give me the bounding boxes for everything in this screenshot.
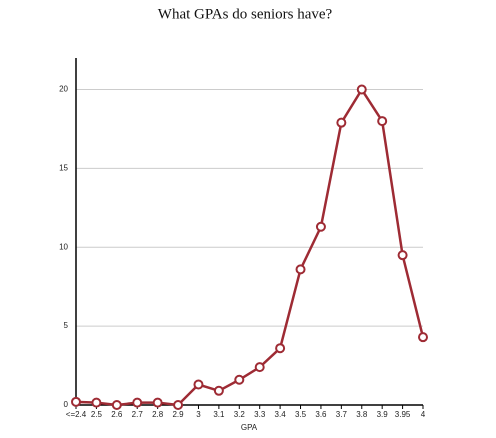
- data-point: [193, 379, 204, 390]
- y-tick-label: 15: [59, 164, 68, 173]
- x-tick-label: 3.2: [234, 410, 246, 419]
- x-tick-label: 2.5: [91, 410, 103, 419]
- x-tick-label: 2.8: [152, 410, 164, 419]
- chart-title: What GPAs do seniors have?: [158, 6, 333, 22]
- y-tick-label: 10: [59, 242, 68, 251]
- data-point: [377, 116, 388, 127]
- data-point: [111, 400, 122, 410]
- x-tick-label: 3.1: [213, 410, 225, 419]
- x-tick-label: 3.4: [275, 410, 287, 419]
- x-axis-label: GPA: [241, 423, 258, 432]
- data-point: [397, 250, 408, 261]
- y-tick-label: 20: [59, 85, 68, 94]
- data-point: [173, 400, 184, 410]
- x-tick-label: 2.6: [111, 410, 123, 419]
- data-point: [152, 397, 163, 408]
- data-point: [132, 397, 143, 408]
- x-tick-label: 3.5: [295, 410, 307, 419]
- x-tick-label: 4: [421, 410, 426, 419]
- y-tick-label: 0: [64, 400, 69, 409]
- x-tick-label: 3.9: [377, 410, 389, 419]
- data-point: [91, 397, 102, 408]
- data-point: [418, 332, 428, 343]
- data-point: [315, 221, 326, 232]
- data-point: [254, 362, 265, 373]
- x-tick-label: 3.8: [356, 410, 368, 419]
- x-tick-label: 3: [196, 410, 201, 419]
- x-tick-label: <=2.4: [66, 410, 87, 419]
- data-point: [213, 385, 224, 396]
- x-tick-label: 3.95: [395, 410, 411, 419]
- y-tick-label: 5: [64, 321, 69, 330]
- data-point: [71, 396, 81, 407]
- data-point: [295, 264, 306, 275]
- data-point: [356, 84, 367, 95]
- x-tick-label: 3.7: [336, 410, 348, 419]
- x-tick-label: 2.9: [172, 410, 184, 419]
- x-tick-label: 3.6: [315, 410, 327, 419]
- data-point: [336, 117, 347, 128]
- data-point: [234, 374, 245, 385]
- x-tick-label: 2.7: [132, 410, 144, 419]
- data-point: [275, 343, 286, 354]
- x-tick-label: 3.3: [254, 410, 266, 419]
